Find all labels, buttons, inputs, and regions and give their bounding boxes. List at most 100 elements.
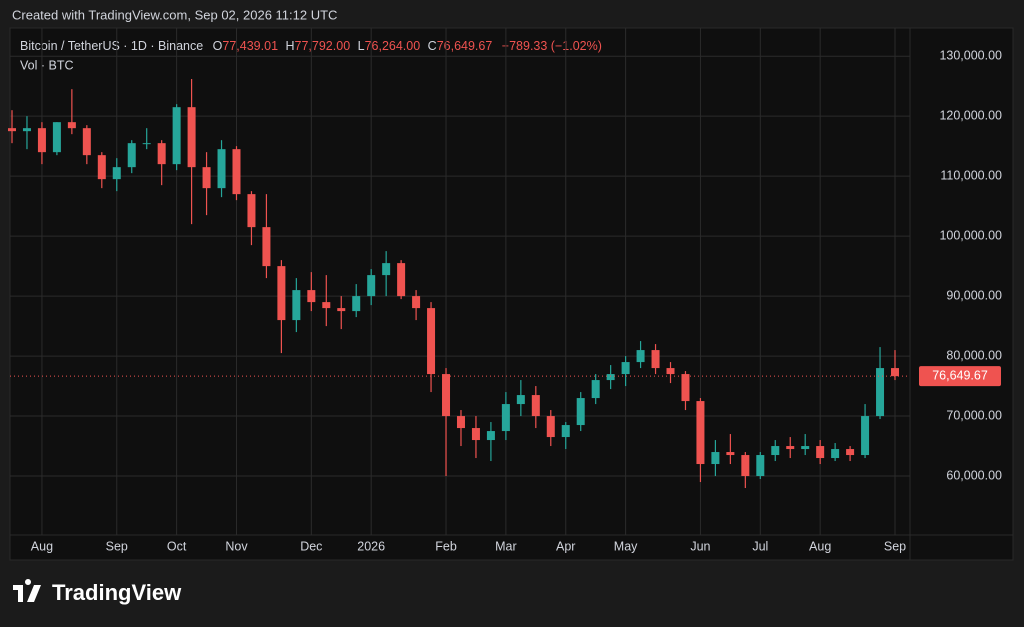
candle-body — [561, 425, 570, 438]
y-tick-label: 110,000.00 — [940, 168, 1002, 182]
x-tick-label: Aug — [809, 539, 831, 553]
candle-body — [67, 122, 76, 129]
candle-body — [891, 368, 899, 377]
candle-body — [127, 143, 136, 168]
candle-body — [456, 416, 465, 429]
candle-body — [471, 428, 480, 441]
candle-body — [651, 350, 660, 369]
candle-body — [247, 194, 256, 228]
y-tick-label: 130,000.00 — [939, 48, 1002, 62]
candle-body — [397, 263, 406, 297]
candle-body — [861, 416, 870, 456]
candle-body — [486, 431, 495, 441]
x-tick-label: Apr — [556, 539, 575, 553]
close-value: 76,649.67 — [437, 39, 493, 53]
candle-body — [696, 401, 705, 465]
candle-body — [726, 452, 735, 456]
candle-body — [22, 128, 31, 132]
candle-body — [412, 296, 421, 309]
candle-body — [531, 395, 540, 417]
y-tick-label: 120,000.00 — [939, 108, 1002, 122]
candle-body — [217, 149, 226, 189]
candle-body — [831, 449, 840, 459]
candle-body — [157, 143, 166, 165]
candle-body — [202, 167, 211, 189]
volume-legend: Vol · BTC — [20, 58, 74, 72]
y-tick-label: 80,000.00 — [946, 348, 1002, 362]
candle-body — [382, 263, 391, 276]
x-tick-label: Jun — [690, 539, 710, 553]
candle-body — [8, 128, 16, 132]
x-tick-label: Dec — [300, 539, 322, 553]
candle-body — [442, 374, 451, 417]
x-tick-label: Oct — [167, 539, 187, 553]
candle-body — [816, 446, 825, 459]
candle-body — [112, 167, 121, 180]
candle-body — [337, 308, 346, 312]
x-tick-label: Jul — [752, 539, 768, 553]
high-key: H — [286, 39, 295, 53]
low-key: L — [358, 39, 365, 53]
watermark: Created with TradingView.com, Sep 02, 20… — [12, 7, 337, 22]
candle-body — [82, 128, 91, 156]
open-value: 77,439.01 — [222, 39, 278, 53]
candle-body — [711, 452, 720, 465]
candle-body — [322, 302, 331, 309]
candle-body — [876, 368, 885, 417]
candle-body — [621, 362, 630, 375]
open-key: O — [213, 39, 223, 53]
candle-body — [516, 395, 525, 405]
brand-name: TradingView — [52, 580, 182, 605]
last-price-label: 76,649.67 — [932, 368, 988, 382]
candle-body — [307, 290, 316, 303]
candle-body — [591, 380, 600, 399]
candle-body — [681, 374, 690, 402]
candle-body — [187, 107, 196, 168]
candle-body — [666, 368, 675, 375]
logo-icon — [13, 578, 41, 602]
candle-body — [576, 398, 585, 426]
symbol-title: Bitcoin / TetherUS · 1D · Binance — [20, 39, 203, 53]
candle-body — [546, 416, 555, 438]
y-tick-label: 70,000.00 — [946, 408, 1002, 422]
candle-body — [232, 149, 241, 195]
x-tick-label: Sep — [106, 539, 128, 553]
y-tick-label: 90,000.00 — [946, 288, 1002, 302]
candle-body — [262, 227, 271, 267]
x-tick-label: May — [614, 539, 638, 553]
header-legend: Bitcoin / TetherUS · 1D · Binance O77,43… — [20, 39, 602, 53]
candle-body — [292, 290, 301, 321]
candle-body — [741, 455, 750, 477]
x-tick-label: Sep — [884, 539, 906, 553]
candle-body — [172, 107, 181, 165]
candle-body — [142, 143, 151, 145]
x-tick-label: Feb — [435, 539, 457, 553]
brand-logo: TradingView — [13, 578, 182, 605]
candle-body — [352, 296, 361, 312]
candle-body — [756, 455, 765, 477]
candle-body — [606, 374, 615, 381]
candle-body — [52, 122, 61, 153]
y-tick-label: 60,000.00 — [946, 468, 1002, 482]
candle-body — [786, 446, 795, 450]
high-value: 77,792.00 — [295, 39, 351, 53]
candle-body — [846, 449, 855, 456]
close-key: C — [428, 39, 437, 53]
candle-body — [427, 308, 436, 375]
last-price-box — [919, 366, 1001, 387]
x-tick-label: Aug — [31, 539, 53, 553]
x-tick-label: Mar — [495, 539, 517, 553]
candle-body — [636, 350, 645, 363]
y-tick-label: 100,000.00 — [939, 228, 1002, 242]
candle-body — [277, 266, 286, 321]
change-value: −789.33 (−1.02%) — [502, 39, 602, 53]
x-tick-label: 2026 — [357, 539, 385, 553]
low-value: 76,264.00 — [365, 39, 421, 53]
candle-body — [801, 446, 810, 450]
candle-body — [771, 446, 780, 456]
x-tick-label: Nov — [225, 539, 248, 553]
chart-panel — [9, 27, 1014, 561]
candle-body — [97, 155, 106, 180]
candle-body — [501, 404, 510, 432]
